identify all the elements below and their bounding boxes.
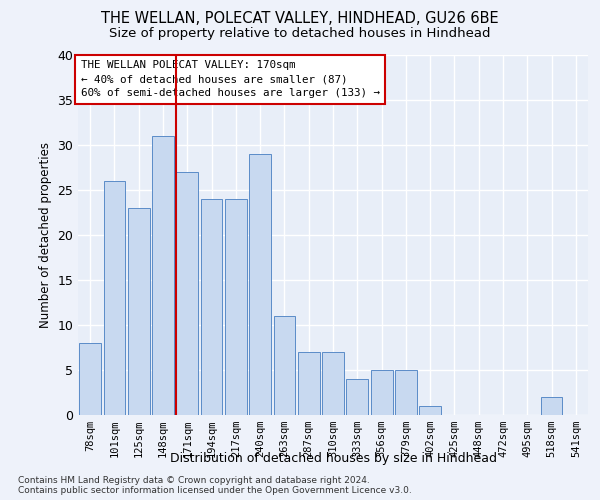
Text: Contains HM Land Registry data © Crown copyright and database right 2024.: Contains HM Land Registry data © Crown c… — [18, 476, 370, 485]
Bar — [104, 181, 125, 415]
Text: Size of property relative to detached houses in Hindhead: Size of property relative to detached ho… — [109, 28, 491, 40]
Bar — [419, 406, 441, 415]
Bar — [128, 208, 149, 415]
Bar — [346, 379, 368, 415]
Bar — [79, 343, 101, 415]
Bar — [225, 199, 247, 415]
Bar — [371, 370, 392, 415]
Bar — [395, 370, 417, 415]
Bar — [152, 136, 174, 415]
Bar — [200, 199, 223, 415]
Bar — [298, 352, 320, 415]
Bar — [322, 352, 344, 415]
Text: Contains public sector information licensed under the Open Government Licence v3: Contains public sector information licen… — [18, 486, 412, 495]
Text: THE WELLAN POLECAT VALLEY: 170sqm
← 40% of detached houses are smaller (87)
60% : THE WELLAN POLECAT VALLEY: 170sqm ← 40% … — [80, 60, 380, 98]
Text: THE WELLAN, POLECAT VALLEY, HINDHEAD, GU26 6BE: THE WELLAN, POLECAT VALLEY, HINDHEAD, GU… — [101, 11, 499, 26]
Bar — [249, 154, 271, 415]
Bar — [176, 172, 198, 415]
Bar — [274, 316, 295, 415]
Bar — [541, 397, 562, 415]
Text: Distribution of detached houses by size in Hindhead: Distribution of detached houses by size … — [170, 452, 497, 465]
Y-axis label: Number of detached properties: Number of detached properties — [39, 142, 52, 328]
